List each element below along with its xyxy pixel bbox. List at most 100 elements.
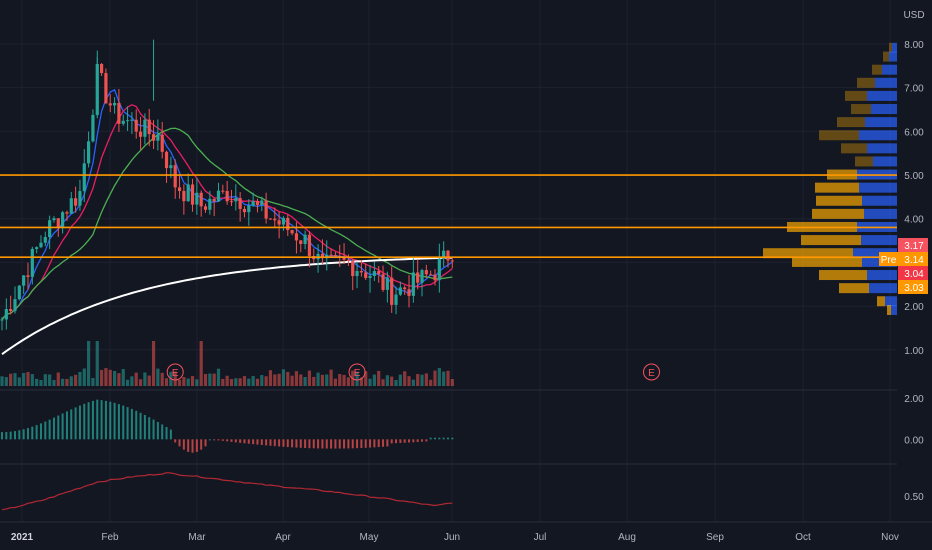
candle-body	[450, 260, 454, 262]
candle	[429, 270, 433, 276]
pane-separators[interactable]	[0, 389, 932, 465]
macd-bar	[421, 439, 424, 442]
candle-body	[303, 234, 307, 244]
candle-body	[247, 205, 251, 213]
profile-bar-down	[819, 130, 859, 141]
macd-bar	[321, 439, 324, 449]
candle-body	[294, 233, 299, 241]
macd-tick-label: 2.00	[904, 394, 924, 405]
candle	[442, 241, 446, 267]
candle	[69, 191, 73, 214]
volume-bar	[186, 378, 190, 386]
time-axis[interactable]: 2021 Feb Mar Apr May Jun Jul Aug Sep Oct Nov	[0, 521, 932, 543]
macd-pane	[1, 399, 454, 453]
profile-bar-up	[875, 77, 897, 88]
candle	[186, 173, 190, 202]
candle-body	[372, 271, 376, 276]
candle-body	[368, 275, 372, 279]
volume-bar	[78, 371, 82, 386]
earnings-marker	[166, 363, 184, 381]
currency-label[interactable]: USD	[903, 10, 924, 21]
macd-bar	[351, 439, 354, 449]
macd-bar	[265, 439, 268, 446]
candle	[385, 271, 389, 303]
macd-bar	[234, 439, 237, 443]
macd-bar	[57, 415, 60, 440]
time-tick-label: Aug	[618, 532, 636, 543]
volume-bar	[99, 369, 104, 386]
volume-bar	[216, 368, 221, 386]
candle	[164, 150, 169, 183]
candle-body	[320, 253, 325, 259]
earnings-marker	[643, 363, 660, 381]
macd-bar	[161, 424, 164, 440]
candle	[299, 239, 303, 253]
volume-bar	[177, 379, 182, 386]
candle-body	[160, 134, 164, 152]
candle-body	[87, 141, 91, 164]
candle	[43, 231, 47, 247]
macd-bar	[122, 405, 125, 440]
candle	[26, 262, 30, 290]
volume-bar	[407, 376, 411, 386]
profile-bar-up	[873, 156, 897, 167]
macd-bar	[61, 413, 64, 440]
price-tag-label: 3.04	[904, 269, 924, 280]
macd-bar	[152, 419, 155, 440]
volume-bar	[416, 374, 420, 386]
volume-bar	[39, 379, 43, 386]
macd-bar	[195, 439, 198, 452]
candle	[134, 109, 138, 139]
candle	[91, 109, 95, 143]
macd-bar	[373, 439, 376, 448]
macd-bar	[117, 404, 120, 440]
candle-body	[22, 275, 26, 286]
macd-bar	[130, 408, 133, 440]
volume-bar	[398, 374, 402, 386]
macd-bar	[260, 439, 263, 446]
macd-bar	[96, 399, 99, 440]
macd-bar	[200, 439, 203, 450]
volume-bar	[355, 371, 359, 386]
candle-body	[186, 184, 190, 202]
volume-bar	[437, 368, 441, 386]
candle	[182, 184, 186, 215]
candle	[143, 113, 147, 145]
candle	[264, 192, 268, 224]
macd-bar	[1, 432, 3, 440]
candle-body	[351, 261, 355, 277]
volume-bar	[251, 376, 255, 386]
candle-body	[91, 114, 95, 142]
macd-bar	[330, 439, 333, 449]
profile-bar-down	[857, 77, 875, 88]
macd-bar	[325, 439, 328, 449]
candle-body	[30, 248, 34, 277]
volume-bar	[303, 376, 307, 386]
candle	[255, 198, 260, 213]
candle	[281, 216, 286, 231]
candle	[320, 239, 325, 265]
macd-bar	[247, 439, 250, 444]
volume-bar	[312, 376, 316, 386]
macd-bar	[87, 402, 90, 440]
candle	[147, 108, 151, 147]
volume-bar	[281, 369, 286, 386]
macd-bar	[35, 425, 38, 440]
candle-body	[9, 309, 13, 311]
macd-bar	[44, 421, 47, 440]
volume-bar	[69, 376, 73, 386]
candle	[407, 275, 411, 308]
macd-bar	[286, 439, 289, 448]
macd-bar	[434, 437, 436, 440]
volume-bar	[35, 378, 39, 386]
macd-bar	[156, 421, 159, 440]
candle	[394, 286, 398, 315]
macd-bar	[425, 439, 428, 442]
candle-body	[169, 165, 173, 169]
candle	[286, 214, 290, 237]
candle	[229, 189, 234, 207]
profile-bar-up	[864, 208, 897, 219]
profile-bar-up	[865, 117, 897, 128]
